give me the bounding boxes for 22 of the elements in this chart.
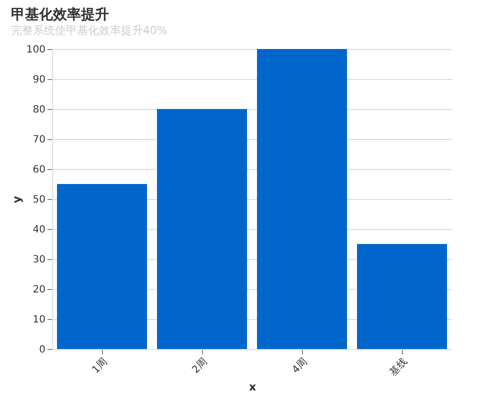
y-tick-label: 90 bbox=[32, 74, 46, 86]
y-tick-label: 40 bbox=[32, 224, 46, 236]
y-tick-label: 80 bbox=[32, 104, 46, 116]
bar bbox=[357, 244, 447, 349]
y-tick-label: 10 bbox=[32, 314, 46, 326]
y-tick-label: 0 bbox=[39, 344, 46, 356]
bar bbox=[157, 109, 247, 349]
y-tick-label: 100 bbox=[26, 44, 46, 56]
y-tick-label: 50 bbox=[32, 194, 46, 206]
x-axis-title: x bbox=[248, 380, 256, 394]
x-tick-label: 2周 bbox=[190, 356, 210, 376]
x-tick-label: 4周 bbox=[290, 356, 310, 376]
x-tick-label: 1周 bbox=[90, 356, 110, 376]
bar bbox=[257, 49, 347, 349]
y-tick-label: 20 bbox=[32, 284, 46, 296]
y-tick-label: 70 bbox=[32, 134, 46, 146]
chart-title: 甲基化效率提升 bbox=[10, 6, 109, 23]
y-tick-label: 30 bbox=[32, 254, 46, 266]
y-axis-title: y bbox=[10, 196, 24, 204]
y-tick-label: 60 bbox=[32, 164, 46, 176]
x-tick-label: 基线 bbox=[387, 356, 410, 378]
bar bbox=[57, 184, 147, 349]
